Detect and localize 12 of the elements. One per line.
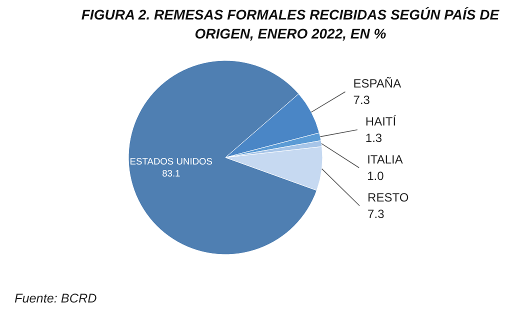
chart-title: FIGURA 2. REMESAS FORMALES RECIBIDAS SEGÚN PAÍS DE ORIGEN, ENERO 2022, EN %: [81, 6, 500, 42]
slice-label: HAITÍ: [365, 114, 397, 128]
slice-label: ESPAÑA: [353, 76, 402, 90]
source-note: Fuente: BCRD: [14, 292, 97, 306]
data-label: 1.0: [367, 169, 384, 184]
data-label: 7.3: [353, 93, 370, 108]
data-label: 83.1: [162, 168, 180, 179]
data-label: 7.3: [368, 207, 385, 222]
slice-label: RESTO: [368, 190, 409, 204]
slice-label: ITALIA: [367, 152, 403, 166]
data-label: 1.3: [365, 131, 382, 146]
slice-label: ESTADOS UNIDOS: [130, 156, 213, 167]
